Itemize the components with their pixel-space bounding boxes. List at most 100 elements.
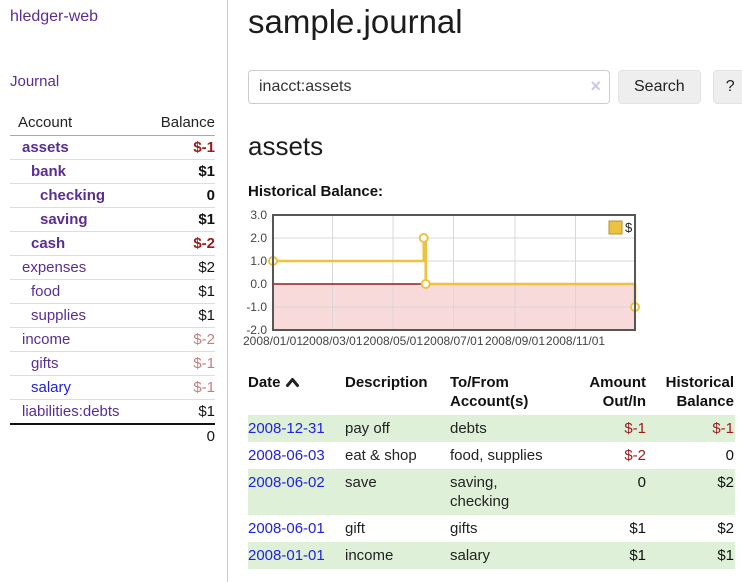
sidebar: hledger-web Journal Account Balance asse… [0,0,228,582]
account-balance: $2 [140,255,215,280]
account-balance: $-1 [140,135,215,160]
register-header-accounts: To/From Account(s) [450,374,529,410]
accounts-header-row: Account Balance [10,111,215,136]
register-header-date[interactable]: Date [248,371,345,415]
accounts-table: Account Balance assets $-1 bank $1 checking 0… [10,111,215,448]
account-row: income $-2 [10,327,215,352]
register-header-description: Description [345,374,428,391]
search-button[interactable]: Search [618,70,701,104]
account-link[interactable]: checking [40,187,106,204]
account-row: expenses $2 [10,255,215,280]
help-button[interactable]: ? [712,70,742,104]
account-row: assets $-1 [10,135,215,160]
register-row: 2008-01-01 income salary $1 $1 [248,542,735,569]
account-balance: $-2 [140,327,215,352]
accounts-cell: debts [450,420,487,437]
search-input-wrap: × [248,70,610,104]
sidebar-item-journal[interactable]: Journal [10,73,60,90]
svg-text:2008/09/01: 2008/09/01 [485,334,545,348]
svg-text:1.0: 1.0 [250,254,267,268]
amount-cell: $1 [629,547,646,564]
chart-title: Historical Balance: [248,183,384,200]
account-link[interactable]: liabilities:debts [22,403,120,420]
amount-cell: $-2 [624,447,646,464]
search-input[interactable] [248,70,610,104]
account-balance: $-2 [140,231,215,256]
svg-text:3.0: 3.0 [250,208,267,222]
account-row: bank $1 [10,159,215,184]
account-balance: $-1 [140,351,215,376]
account-link[interactable]: food [31,283,61,300]
account-balance: $1 [140,303,215,328]
svg-text:2.0: 2.0 [250,231,267,245]
account-balance: $1 [140,207,215,232]
account-link[interactable]: supplies [31,307,87,324]
date-link[interactable]: 2008-01-01 [248,547,325,564]
amount-cell: $-1 [624,420,646,437]
description-cell: pay off [345,420,390,437]
main-content: sample.journal × Search ? assets Histori… [228,0,742,582]
description-cell: gift [345,520,366,537]
account-row: gifts $-1 [10,351,215,376]
account-row: checking 0 [10,183,215,208]
balance-cell: $2 [717,474,734,491]
account-link[interactable]: cash [31,235,66,252]
svg-text:2008/05/01: 2008/05/01 [363,334,423,348]
register-row: 2008-06-01 gift gifts $1 $2 [248,515,735,542]
search-form: × Search ? [248,70,742,104]
account-row: salary $-1 [10,375,215,400]
accounts-cell: salary [450,547,491,564]
register-header-amount: Amount Out/In [589,374,646,410]
svg-text:-2.0: -2.0 [246,323,267,337]
account-link[interactable]: bank [31,163,67,180]
date-link[interactable]: 2008-06-01 [248,520,325,537]
accounts-cell: gifts [450,520,478,537]
account-link[interactable]: saving [40,211,88,228]
account-link[interactable]: income [22,331,71,348]
account-link[interactable]: salary [31,379,72,396]
svg-text:2008/11/01: 2008/11/01 [546,334,605,348]
accounts-cell: saving, checking [450,474,510,510]
balance-cell: $2 [717,520,734,537]
svg-text:2008/07/01: 2008/07/01 [423,334,483,348]
app-title: hledger-web [10,8,215,26]
accounts-total-row: 0 [10,423,215,448]
register-header-row: Date Description To/From Account(s) Amou… [248,371,735,415]
register-row: 2008-06-02 save saving, checking 0 $2 [248,469,735,515]
svg-text:$: $ [625,220,633,235]
date-link[interactable]: 2008-12-31 [248,420,325,437]
historical-balance-chart: $3.0 2.0 1.0 0.0 -1.0 -2.0 2008/01/01 2008/03/0… [243,208,742,354]
date-link[interactable]: 2008-06-03 [248,447,325,464]
svg-text:2008/03/01: 2008/03/01 [302,334,362,348]
account-row: liabilities:debts $1 [10,399,215,425]
accounts-total-spacer [10,423,141,448]
sort-ascending-icon [285,378,299,387]
register-header-balance: Historical Balance [665,374,734,410]
accounts-header-account: Account [10,111,141,136]
register-table: Date Description To/From Account(s) Amou… [248,371,735,569]
account-row: saving $1 [10,207,215,232]
account-balance: $1 [140,279,215,304]
amount-cell: 0 [637,474,646,491]
description-cell: save [345,474,377,491]
account-link[interactable]: expenses [22,259,87,276]
svg-text:2008/01/01: 2008/01/01 [243,334,303,348]
account-balance: $1 [140,159,215,184]
svg-text:0.0: 0.0 [250,277,267,291]
balance-cell: $1 [717,547,734,564]
clear-search-icon[interactable]: × [590,76,601,96]
account-row: food $1 [10,279,215,304]
account-link[interactable]: gifts [31,355,59,372]
amount-cell: $1 [629,520,646,537]
page-title: sample.journal [248,3,463,40]
app-title-link[interactable]: hledger-web [10,8,99,25]
balance-cell: 0 [725,447,734,464]
account-link[interactable]: assets [22,139,69,156]
accounts-total-value: 0 [140,423,215,448]
accounts-cell: food, supplies [450,447,543,464]
register-row: 2008-06-03 eat & shop food, supplies $-2 0 [248,442,735,469]
accounts-header-balance: Balance [140,111,215,136]
date-link[interactable]: 2008-06-02 [248,474,325,491]
